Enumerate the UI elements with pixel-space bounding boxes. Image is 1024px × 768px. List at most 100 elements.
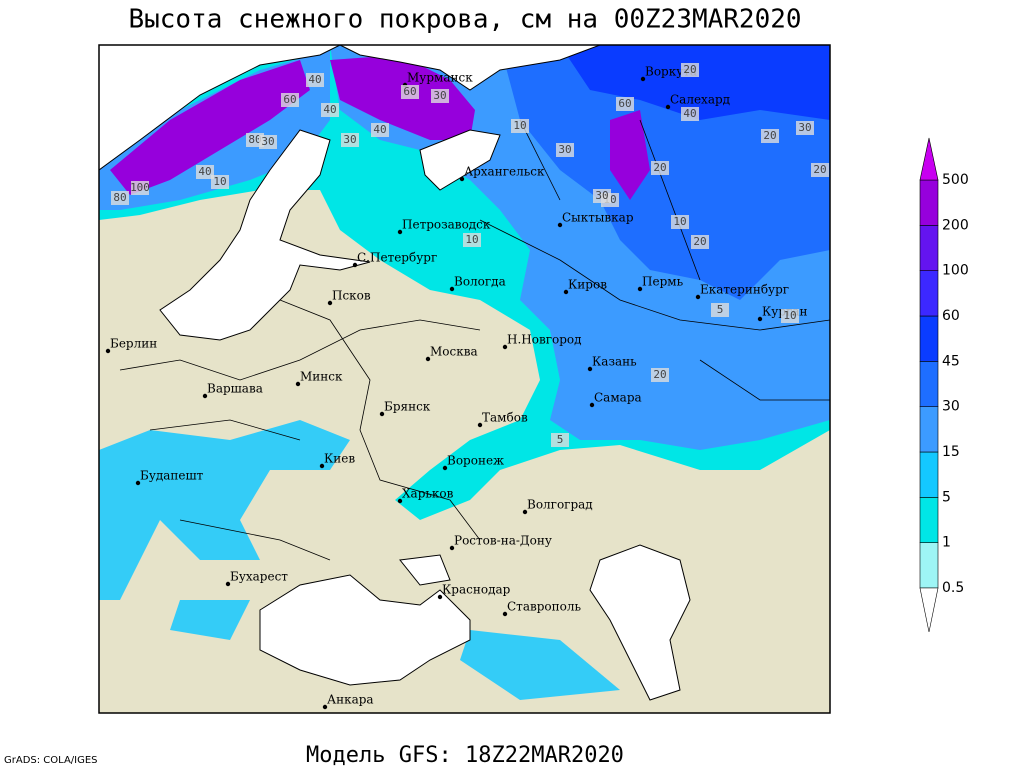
city-label: Киров xyxy=(568,278,607,292)
city-dot xyxy=(295,381,301,387)
contour-label: 10 xyxy=(783,309,796,322)
legend-swatch xyxy=(919,542,939,589)
contour-label-bg xyxy=(691,235,709,249)
city-dot xyxy=(589,402,595,408)
legend-under xyxy=(919,587,939,633)
city-label: Казань xyxy=(592,355,637,369)
city-label: С.Петербург xyxy=(357,251,437,265)
legend-swatch xyxy=(919,225,939,271)
contour-label: 60 xyxy=(403,85,416,98)
city-label: Ростов-на-Дону xyxy=(454,534,552,548)
city-label: Сыктывкар xyxy=(562,211,634,225)
contour-label-bg xyxy=(259,135,277,149)
contour-label-bg xyxy=(796,121,814,135)
contour-label-bg xyxy=(131,181,149,195)
snow-purple xyxy=(110,55,650,200)
contour-label: 30 xyxy=(433,89,446,102)
city-dot xyxy=(459,176,465,182)
city-label: Бухарест xyxy=(230,570,288,584)
city-dot xyxy=(665,104,671,110)
city-label: Ставрополь xyxy=(507,600,581,614)
contour-label-bg xyxy=(511,119,529,133)
city-dot xyxy=(442,465,448,471)
city-label: Волгоград xyxy=(527,498,593,512)
contour-label: 40 xyxy=(323,103,336,116)
contour-label-bg xyxy=(681,107,699,121)
city-dot xyxy=(587,366,593,372)
contour-label-bg xyxy=(681,63,699,77)
contour-label: 5 xyxy=(717,303,724,316)
contour-label-bg xyxy=(306,73,324,87)
map xyxy=(99,45,830,713)
contour-label: 30 xyxy=(798,121,811,134)
city-label: Будапешт xyxy=(140,469,204,483)
contour-label-bg xyxy=(651,161,669,175)
city-dot xyxy=(449,286,455,292)
city-label: Харьков xyxy=(402,487,454,501)
contour-label-bg xyxy=(321,103,339,117)
city-label: Архангельск xyxy=(464,165,545,179)
baltic-sea xyxy=(159,129,371,341)
city-dot xyxy=(397,229,403,235)
city-label: Воронеж xyxy=(447,454,504,468)
legend-label: 200 xyxy=(942,217,969,233)
contour-label-bg xyxy=(463,233,481,247)
contour-label-bg xyxy=(651,368,669,382)
city-dot xyxy=(757,316,763,322)
contour-label-bg xyxy=(111,191,129,205)
city-dot xyxy=(437,594,443,600)
snow-light-south xyxy=(99,420,620,700)
legend-label: 0.5 xyxy=(942,580,964,596)
city-dot xyxy=(202,393,208,399)
city-label: Варшава xyxy=(207,382,263,396)
city-label: Пермь xyxy=(642,275,684,289)
contour-label-bg xyxy=(341,133,359,147)
contour-label-bg xyxy=(431,89,449,103)
sea xyxy=(99,45,601,171)
contour-label-bg xyxy=(781,309,799,323)
legend-swatch xyxy=(919,361,939,407)
legend-swatch xyxy=(919,497,939,543)
city-dot xyxy=(502,344,508,350)
legend-label: 5 xyxy=(942,489,951,505)
model-label: Модель GFS: 18Z22MAR2020 xyxy=(306,743,624,768)
contour-label: 30 xyxy=(261,135,274,148)
city-dot xyxy=(425,356,431,362)
city-dot xyxy=(397,498,403,504)
city-dot xyxy=(563,289,569,295)
contour-label-bg xyxy=(371,123,389,137)
city-dot xyxy=(322,704,328,710)
city-dot xyxy=(319,463,325,469)
black-sea xyxy=(259,554,471,686)
city-label: Киев xyxy=(324,452,355,466)
contour-label: 20 xyxy=(763,129,776,142)
contour-label-bg xyxy=(711,303,729,317)
legend-swatch xyxy=(919,179,939,226)
contour-label: 80 xyxy=(248,133,261,146)
contour-label: 40 xyxy=(373,123,386,136)
city-label: Тамбов xyxy=(482,411,528,425)
contour-label-bg xyxy=(761,129,779,143)
city-dot xyxy=(225,581,231,587)
city-dot xyxy=(477,422,483,428)
contour-label: 20 xyxy=(693,235,706,248)
legend-swatch xyxy=(919,451,939,498)
legend-label: 500 xyxy=(942,172,969,188)
city-dot xyxy=(352,262,358,268)
contour-label-bg xyxy=(211,175,229,189)
contour-label-bg xyxy=(281,93,299,107)
city-label: Н.Новгород xyxy=(507,333,582,347)
contour-label: 80 xyxy=(113,191,126,204)
contour-label: 10 xyxy=(213,175,226,188)
city-label: Екатеринбург xyxy=(700,283,789,297)
contour-label-bg xyxy=(593,189,611,203)
contour-label: 20 xyxy=(653,368,666,381)
caspian-sea xyxy=(589,544,691,701)
city-dot xyxy=(522,509,528,515)
legend-label: 45 xyxy=(942,353,960,369)
contour-label-bg xyxy=(196,165,214,179)
city-dot xyxy=(449,545,455,551)
contour-label: 10 xyxy=(465,233,478,246)
contour-label: 20 xyxy=(653,161,666,174)
city-label: Анкара xyxy=(327,693,374,707)
